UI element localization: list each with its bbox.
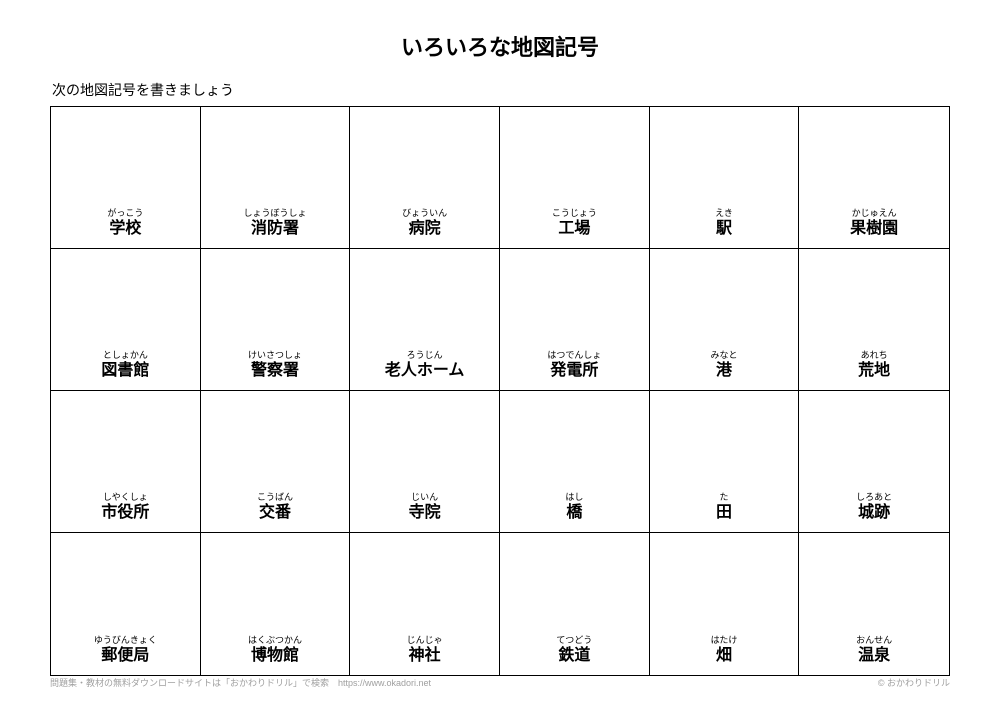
- cell-label: 工場: [558, 220, 590, 238]
- grid-cell: てつどう鉄道: [500, 533, 650, 675]
- cell-label: 交番: [259, 504, 291, 522]
- cell-label: 学校: [109, 220, 141, 238]
- cell-label: 神社: [409, 647, 441, 665]
- cell-ruby: かじゅえん: [852, 208, 897, 219]
- grid-cell: はし橋: [500, 391, 650, 533]
- page-footer: 問題集・教材の無料ダウンロードサイトは「おかわりドリル」で検索 https://…: [50, 676, 950, 689]
- cell-ruby: しやくしょ: [103, 492, 148, 503]
- cell-label: 図書館: [101, 362, 149, 380]
- cell-label: 港: [716, 362, 732, 380]
- grid-cell: けいさつしょ警察署: [201, 249, 351, 391]
- cell-ruby: てつどう: [556, 635, 592, 646]
- grid-cell: しやくしょ市役所: [51, 391, 201, 533]
- cell-ruby: びょういん: [402, 208, 447, 219]
- page-title: いろいろな地図記号: [50, 30, 950, 62]
- grid-cell: はつでんしょ発電所: [500, 249, 650, 391]
- cell-label: 発電所: [550, 362, 598, 380]
- cell-label: 橋: [566, 504, 582, 522]
- cell-label: 老人ホーム: [385, 362, 465, 380]
- grid-cell: かじゅえん果樹園: [799, 107, 949, 249]
- cell-label: 寺院: [409, 504, 441, 522]
- cell-label: 消防署: [251, 220, 299, 238]
- cell-label: 荒地: [858, 362, 890, 380]
- cell-label: 畑: [716, 647, 732, 665]
- cell-label: 郵便局: [101, 647, 149, 665]
- cell-label: 博物館: [251, 647, 299, 665]
- cell-ruby: あれち: [861, 350, 888, 361]
- cell-label: 病院: [409, 220, 441, 238]
- grid-cell: こうばん交番: [201, 391, 351, 533]
- grid-cell: しろあと城跡: [799, 391, 949, 533]
- grid-cell: がっこう学校: [51, 107, 201, 249]
- grid-cell: こうじょう工場: [500, 107, 650, 249]
- cell-ruby: けいさつしょ: [248, 350, 302, 361]
- cell-ruby: はたけ: [711, 635, 738, 646]
- cell-ruby: としょかん: [103, 350, 148, 361]
- grid-cell: みなと港: [650, 249, 800, 391]
- grid-cell: じいん寺院: [350, 391, 500, 533]
- cell-label: 駅: [716, 220, 732, 238]
- grid-cell: ゆうびんきょく郵便局: [51, 533, 201, 675]
- cell-ruby: た: [719, 492, 728, 503]
- cell-ruby: こうじょう: [552, 208, 597, 219]
- grid-cell: おんせん温泉: [799, 533, 949, 675]
- cell-ruby: ろうじん: [407, 350, 443, 361]
- grid-cell: はたけ畑: [650, 533, 800, 675]
- instruction-text: 次の地図記号を書きましょう: [52, 80, 950, 100]
- cell-ruby: えき: [715, 208, 733, 219]
- cell-ruby: じいん: [411, 492, 438, 503]
- grid-cell: びょういん病院: [350, 107, 500, 249]
- cell-label: 果樹園: [850, 220, 898, 238]
- cell-label: 田: [716, 504, 732, 522]
- grid-cell: しょうぼうしょ消防署: [201, 107, 351, 249]
- grid-cell: はくぶつかん博物館: [201, 533, 351, 675]
- cell-ruby: ゆうびんきょく: [94, 635, 157, 646]
- grid-cell: あれち荒地: [799, 249, 949, 391]
- cell-ruby: はし: [565, 492, 583, 503]
- cell-label: 温泉: [858, 647, 890, 665]
- grid-cell: た田: [650, 391, 800, 533]
- cell-label: 城跡: [858, 504, 890, 522]
- cell-ruby: じんじゃ: [407, 635, 443, 646]
- footer-right-text: © おかわりドリル: [878, 676, 950, 689]
- grid-cell: ろうじん老人ホーム: [350, 249, 500, 391]
- cell-label: 鉄道: [558, 647, 590, 665]
- grid-cell: としょかん図書館: [51, 249, 201, 391]
- cell-ruby: はくぶつかん: [248, 635, 302, 646]
- grid-cell: じんじゃ神社: [350, 533, 500, 675]
- cell-label: 市役所: [101, 504, 149, 522]
- symbol-grid: がっこう学校 しょうぼうしょ消防署 びょういん病院 こうじょう工場 えき駅 かじ…: [50, 106, 950, 676]
- cell-ruby: おんせん: [856, 635, 892, 646]
- cell-ruby: みなと: [710, 350, 737, 361]
- cell-ruby: しろあと: [856, 492, 892, 503]
- footer-left-text: 問題集・教材の無料ダウンロードサイトは「おかわりドリル」で検索 https://…: [50, 676, 431, 689]
- cell-ruby: はつでんしょ: [547, 350, 601, 361]
- grid-cell: えき駅: [650, 107, 800, 249]
- cell-label: 警察署: [251, 362, 299, 380]
- cell-ruby: しょうぼうしょ: [243, 208, 306, 219]
- cell-ruby: こうばん: [257, 492, 293, 503]
- cell-ruby: がっこう: [107, 208, 143, 219]
